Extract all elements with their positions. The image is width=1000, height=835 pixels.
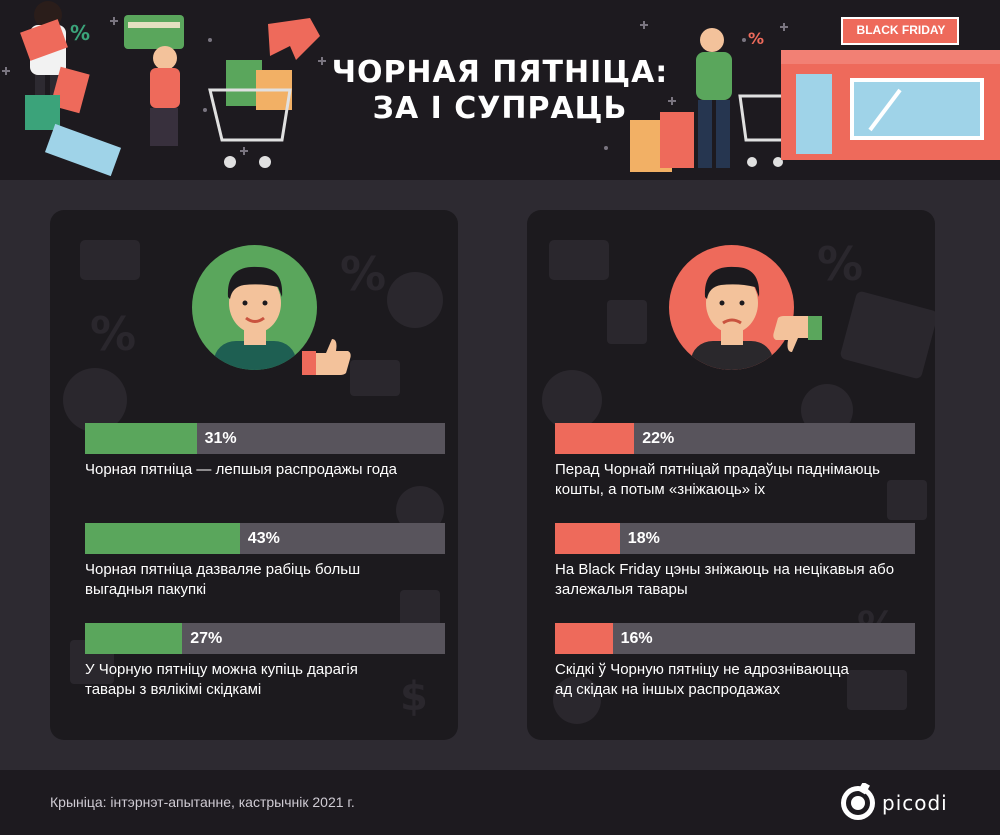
storefront-illustration	[781, 17, 1000, 160]
thumbs-down-icon	[773, 316, 822, 352]
pro-stat-1-percent: 31%	[204, 430, 237, 447]
pro-stat-3: 27% У Чорную пятніцу можна купіць дарагі…	[85, 623, 445, 700]
con-stat-1-fill	[555, 423, 635, 454]
header-illustration: % %	[2, 1, 1000, 177]
con-stat-1-percent: 22%	[642, 430, 675, 447]
pros-panel: % % $	[50, 210, 458, 740]
pro-stat-2-text-line2: выгадныя пакупкі	[85, 581, 207, 598]
con-stat-3-fill	[555, 623, 613, 654]
pro-stat-3-text-line2: тавары з вялікімі скідкамі	[85, 681, 262, 698]
con-stat-3: 16% Скідкі ў Чорную пятніцу не адрозніва…	[555, 623, 915, 700]
pro-stat-3-text-line1: У Чорную пятніцу можна купіць дарагія	[85, 661, 358, 678]
pro-stat-1-text-line1: Чорная пятніца — лепшыя распродажы года	[85, 461, 397, 478]
con-stat-3-text: Скідкі ў Чорную пятніцу не адрозніваюцца…	[555, 660, 915, 700]
con-stat-3-text-line2: ад скідак на іншых распродажах	[555, 681, 781, 698]
con-stat-2: 18% На Black Friday цэны зніжаюць на нец…	[555, 523, 915, 600]
svg-text:%: %	[90, 307, 136, 361]
pro-stat-3-fill	[85, 623, 183, 654]
pro-stat-2-text: Чорная пятніца дазваляе рабіць больш выг…	[85, 560, 445, 600]
page-title-line2: ЗА І СУПРАЦЬ	[372, 91, 628, 126]
pro-stat-1-bar: 31%	[85, 423, 445, 454]
picodi-logo[interactable]: picodi	[838, 783, 958, 823]
con-stat-2-bar: 18%	[555, 523, 915, 554]
con-stat-1-text-line2: кошты, а потым «зніжаюць» іх	[555, 481, 766, 498]
pro-stat-3-text: У Чорную пятніцу можна купіць дарагія та…	[85, 660, 445, 700]
svg-text:$: $	[400, 674, 428, 720]
store-sign-label: BLACK FRIDAY	[856, 23, 946, 37]
pro-stat-1: 31% Чорная пятніца — лепшыя распродажы г…	[85, 423, 445, 480]
con-stat-2-text-line1: На Black Friday цэны зніжаюць на нецікав…	[555, 561, 895, 578]
pro-stat-2-text-line1: Чорная пятніца дазваляе рабіць больш	[85, 561, 361, 578]
shopper-man-right-illustration: %	[630, 28, 792, 172]
pro-stat-1-fill	[85, 423, 197, 454]
pro-stat-2-percent: 43%	[247, 530, 280, 547]
shopper-man-illustration	[124, 15, 320, 146]
pro-stat-2-fill	[85, 523, 240, 554]
percent-icon: %	[748, 29, 764, 48]
page-title: ЧОРНАЯ ПЯТНІЦА: ЗА І СУПРАЦЬ	[300, 55, 700, 127]
con-stat-1-text: Перад Чорнай пятніцай прадаўцы паднімаюц…	[555, 460, 915, 500]
con-stat-2-text: На Black Friday цэны зніжаюць на нецікав…	[555, 560, 915, 600]
footer: Крыніца: інтэрнэт-апытанне, кастрычнік 2…	[0, 770, 1000, 835]
svg-text:%: %	[340, 247, 386, 301]
logo-text: picodi	[882, 791, 948, 815]
background-pattern: % % $	[63, 240, 444, 720]
con-stat-3-bar: 16%	[555, 623, 915, 654]
con-stat-1-text-line1: Перад Чорнай пятніцай прадаўцы паднімаюц…	[555, 461, 880, 478]
shopper-woman-illustration: %	[20, 1, 122, 177]
sparkle-icons	[2, 17, 788, 155]
con-stat-2-text-line2: залежалыя тавары	[555, 581, 688, 598]
pro-stat-3-bar: 27%	[85, 623, 445, 654]
source-note: Крыніца: інтэрнэт-апытанне, кастрычнік 2…	[50, 794, 355, 810]
svg-text:%: %	[70, 21, 90, 45]
piggy-logo-icon	[841, 783, 875, 820]
sad-man-avatar	[669, 245, 794, 370]
con-stat-3-percent: 16%	[620, 630, 653, 647]
con-stat-3-text-line1: Скідкі ў Чорную пятніцу не адрозніваюцца	[555, 661, 849, 678]
shopping-cart-illustration	[208, 60, 292, 168]
header-banner: % %	[0, 0, 1000, 180]
svg-text:%: %	[817, 237, 863, 291]
con-stat-2-fill	[555, 523, 620, 554]
con-stat-1-bar: 22%	[555, 423, 915, 454]
page-title-line1: ЧОРНАЯ ПЯТНІЦА:	[331, 55, 669, 90]
main-area: % % $	[0, 180, 1000, 770]
pro-stat-2-bar: 43%	[85, 523, 445, 554]
con-stat-1: 22% Перад Чорнай пятніцай прадаўцы падні…	[555, 423, 915, 500]
thumbs-up-icon	[302, 339, 351, 375]
pro-stat-1-text: Чорная пятніца — лепшыя распродажы года	[85, 460, 445, 480]
happy-man-avatar	[192, 245, 317, 370]
con-stat-2-percent: 18%	[627, 530, 660, 547]
cons-panel: % %	[527, 210, 935, 740]
pro-stat-2: 43% Чорная пятніца дазваляе рабіць больш…	[85, 523, 445, 600]
pro-stat-3-percent: 27%	[190, 630, 223, 647]
